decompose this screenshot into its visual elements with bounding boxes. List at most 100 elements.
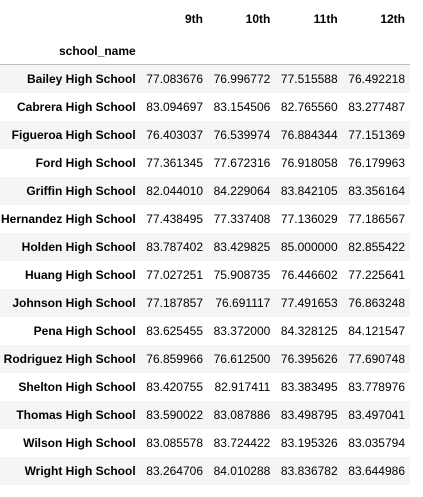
table-row: Cabrera High School 83.094697 83.154506 82.… — [0, 93, 410, 121]
column-header-10th: 10th — [245, 12, 271, 26]
table-cell-11th: 76.884344 — [280, 128, 338, 142]
table-cell-11th: 76.918058 — [280, 156, 338, 170]
row-index-school-name: Cabrera High School — [16, 100, 136, 114]
table-cell-12th: 83.277487 — [348, 100, 405, 114]
table-cell-10th: 76.612500 — [213, 352, 271, 366]
table-cell-12th: 83.497041 — [348, 408, 405, 422]
table-row: Rodriguez High School 76.859966 76.612500 7… — [0, 345, 410, 373]
table-cell-9th: 76.403037 — [146, 128, 203, 142]
table-cell-10th: 77.337408 — [213, 212, 271, 226]
table-cell-9th: 77.438495 — [146, 212, 203, 226]
table-cell-10th: 77.672316 — [213, 156, 271, 170]
table-cell-11th: 76.446602 — [280, 268, 338, 282]
row-index-school-name: Pena High School — [33, 324, 136, 338]
table-header: 9th 10th 11th 12th school_name — [0, 0, 410, 65]
row-index-school-name: Rodriguez High School — [3, 352, 136, 366]
table-cell-12th: 83.778976 — [348, 380, 405, 394]
table-cell-10th: 82.917411 — [214, 380, 271, 394]
table-row: Pena High School 83.625455 83.372000 84.328… — [0, 317, 410, 345]
dataframe-table: 9th 10th 11th 12th school_name Bailey Hi… — [0, 0, 410, 485]
table-cell-12th: 83.644986 — [348, 464, 405, 478]
table-cell-11th: 77.136029 — [280, 212, 338, 226]
table-cell-11th: 82.765560 — [280, 100, 338, 114]
table-row: Holden High School 83.787402 83.429825 85.0… — [0, 233, 410, 261]
table-cell-10th: 83.429825 — [213, 240, 271, 254]
row-index-school-name: Wilson High School — [23, 436, 136, 450]
table-cell-9th: 77.027251 — [146, 268, 203, 282]
row-index-school-name: Thomas High School — [16, 408, 136, 422]
table-cell-12th: 76.179963 — [348, 156, 405, 170]
table-cell-10th: 83.372000 — [213, 324, 271, 338]
table-row: Wilson High School 83.085578 83.724422 83.1… — [0, 429, 410, 457]
table-cell-9th: 83.787402 — [146, 240, 203, 254]
table-cell-12th: 83.035794 — [348, 436, 405, 450]
table-cell-12th: 84.121547 — [348, 324, 405, 338]
table-cell-12th: 76.492218 — [348, 72, 405, 86]
row-index-school-name: Huang High School — [25, 268, 136, 282]
table-cell-11th: 83.842105 — [280, 184, 338, 198]
table-cell-12th: 76.863248 — [348, 296, 405, 310]
row-index-school-name: Ford High School — [35, 156, 136, 170]
row-index-school-name: Holden High School — [21, 240, 136, 254]
table-cell-9th: 82.044010 — [146, 184, 203, 198]
table-cell-10th: 76.539974 — [213, 128, 271, 142]
table-cell-11th: 77.515588 — [280, 72, 338, 86]
table-cell-9th: 77.361345 — [146, 156, 203, 170]
row-index-school-name: Shelton High School — [18, 380, 136, 394]
index-header-row: school_name — [0, 38, 410, 65]
column-header-11th: 11th — [313, 12, 338, 26]
table-cell-12th: 77.151369 — [348, 128, 405, 142]
table-row: Ford High School 77.361345 77.672316 76.918… — [0, 149, 410, 177]
row-index-school-name: Johnson High School — [12, 296, 136, 310]
column-header-row: 9th 10th 11th 12th — [0, 0, 410, 38]
table-cell-12th: 83.356164 — [348, 184, 405, 198]
table-row: Bailey High School 77.083676 76.996772 77.5… — [0, 64, 410, 93]
table-row: Figueroa High School 76.403037 76.539974 76… — [0, 121, 410, 149]
table-cell-9th: 77.187857 — [146, 296, 203, 310]
table-cell-11th: 83.498795 — [280, 408, 338, 422]
table-cell-12th: 77.186567 — [348, 212, 405, 226]
table-row: Hernandez High School 77.438495 77.337408 7… — [0, 205, 410, 233]
table-cell-9th: 77.083676 — [146, 72, 203, 86]
row-index-school-name: Wright High School — [24, 464, 136, 478]
index-header-blank — [140, 38, 208, 65]
table-row: Thomas High School 83.590022 83.087886 83.4… — [0, 401, 410, 429]
table-cell-10th: 76.996772 — [213, 72, 271, 86]
table-cell-9th: 83.085578 — [146, 436, 203, 450]
table-row: Wright High School 83.264706 84.010288 83.8… — [0, 457, 410, 485]
table-cell-12th: 82.855422 — [348, 240, 405, 254]
index-name-header: school_name — [0, 38, 141, 65]
row-index-school-name: Figueroa High School — [11, 128, 136, 142]
table-cell-9th: 83.590022 — [146, 408, 203, 422]
table-cell-9th: 83.420755 — [146, 380, 203, 394]
table-cell-11th: 83.383495 — [280, 380, 338, 394]
table-cell-12th: 77.225641 — [348, 268, 405, 282]
table-cell-11th: 83.195326 — [280, 436, 338, 450]
table-cell-11th: 77.491653 — [280, 296, 338, 310]
table-row: Huang High School 77.027251 75.908735 76.44… — [0, 261, 410, 289]
table-cell-10th: 84.229064 — [213, 184, 271, 198]
index-header-blank — [208, 38, 276, 65]
table-cell-9th: 83.264706 — [146, 464, 203, 478]
table-row: Johnson High School 77.187857 76.691117 77.… — [0, 289, 410, 317]
table-cell-12th: 77.690748 — [348, 352, 405, 366]
index-header-blank — [275, 38, 343, 65]
index-header-blank — [342, 38, 410, 65]
table-cell-10th: 84.010288 — [213, 464, 271, 478]
table-cell-10th: 76.691117 — [215, 296, 271, 310]
table-cell-11th: 83.836782 — [280, 464, 338, 478]
table-cell-9th: 76.859966 — [146, 352, 203, 366]
table-cell-11th: 85.000000 — [280, 240, 338, 254]
table-cell-9th: 83.625455 — [146, 324, 203, 338]
table-cell-10th: 83.087886 — [213, 408, 271, 422]
column-header-12th: 12th — [380, 12, 405, 26]
column-header-9th: 9th — [185, 12, 203, 26]
table-cell-9th: 83.094697 — [146, 100, 203, 114]
table-body: Bailey High School 77.083676 76.996772 77.5… — [0, 64, 410, 485]
row-index-school-name: Hernandez High School — [0, 212, 136, 226]
row-index-school-name: Griffin High School — [26, 184, 136, 198]
header-blank-cell — [0, 0, 141, 38]
table-cell-11th: 76.395626 — [280, 352, 338, 366]
table-cell-10th: 75.908735 — [213, 268, 271, 282]
table-row: Shelton High School 83.420755 82.917411 83.… — [0, 373, 410, 401]
